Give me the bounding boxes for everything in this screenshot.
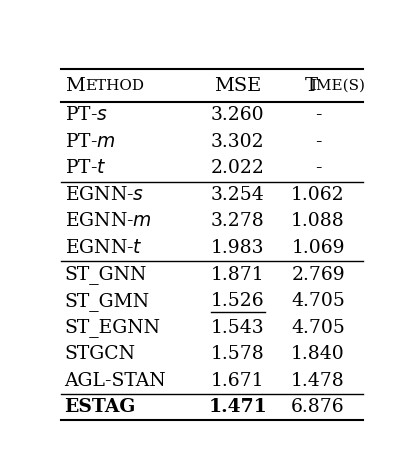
Text: PT-$m$: PT-$m$ xyxy=(64,133,115,151)
Text: M: M xyxy=(64,77,84,95)
Text: 1.671: 1.671 xyxy=(211,371,264,390)
Text: PT-$s$: PT-$s$ xyxy=(64,106,107,124)
Text: 1.526: 1.526 xyxy=(211,292,264,310)
Text: 1.088: 1.088 xyxy=(290,212,344,230)
Text: AGL-STAN: AGL-STAN xyxy=(64,371,166,390)
Text: ST_GNN: ST_GNN xyxy=(64,265,147,284)
Text: EGNN-$t$: EGNN-$t$ xyxy=(64,239,142,257)
Text: ST_EGNN: ST_EGNN xyxy=(64,318,160,337)
Text: IME(S): IME(S) xyxy=(309,79,364,93)
Text: MSE: MSE xyxy=(214,77,261,95)
Text: 3.302: 3.302 xyxy=(211,133,264,151)
Text: -: - xyxy=(314,160,320,177)
Text: 4.705: 4.705 xyxy=(290,319,344,337)
Text: PT-$t$: PT-$t$ xyxy=(64,160,106,177)
Text: 2.769: 2.769 xyxy=(290,266,344,284)
Text: -: - xyxy=(314,106,320,124)
Text: 1.478: 1.478 xyxy=(290,371,344,390)
Text: 4.705: 4.705 xyxy=(290,292,344,310)
Text: 2.022: 2.022 xyxy=(210,160,264,177)
Text: 3.278: 3.278 xyxy=(211,212,264,230)
Text: EGNN-$s$: EGNN-$s$ xyxy=(64,186,143,204)
Text: STGCN: STGCN xyxy=(64,345,135,363)
Text: 1.062: 1.062 xyxy=(290,186,344,204)
Text: 6.876: 6.876 xyxy=(290,398,344,416)
Text: 3.254: 3.254 xyxy=(211,186,264,204)
Text: EGNN-$m$: EGNN-$m$ xyxy=(64,212,151,230)
Text: 1.871: 1.871 xyxy=(211,266,264,284)
Text: ST_GMN: ST_GMN xyxy=(64,292,150,311)
Text: 1.069: 1.069 xyxy=(291,239,344,257)
Text: ESTAG: ESTAG xyxy=(64,398,135,416)
Text: 3.260: 3.260 xyxy=(211,106,264,124)
Text: 1.840: 1.840 xyxy=(290,345,344,363)
Text: 1.471: 1.471 xyxy=(208,398,266,416)
Text: 1.543: 1.543 xyxy=(211,319,264,337)
Text: 1.578: 1.578 xyxy=(211,345,264,363)
Text: 1.983: 1.983 xyxy=(211,239,264,257)
Text: -: - xyxy=(314,133,320,151)
Text: T: T xyxy=(304,77,318,95)
Text: ETHOD: ETHOD xyxy=(85,79,144,93)
